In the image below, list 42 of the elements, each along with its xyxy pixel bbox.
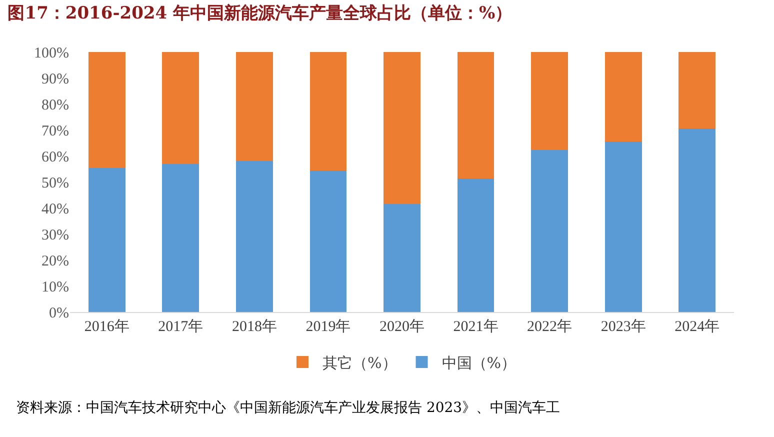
y-tick-label: 30% xyxy=(42,227,69,244)
x-tick-label: 2017年 xyxy=(158,318,204,335)
bar xyxy=(236,52,273,162)
bar xyxy=(88,52,126,168)
legend-label: 中国（%） xyxy=(442,354,516,372)
y-tick-label: 10% xyxy=(42,279,69,296)
bar xyxy=(236,161,273,312)
text: 资料来源：中国汽车技术研究中心《中国新能源汽车产业发展报告 2023》、中国汽车工 xyxy=(16,400,560,416)
bar xyxy=(384,52,420,204)
x-tick-label: 2016年 xyxy=(84,318,130,335)
bar xyxy=(678,128,716,312)
bar xyxy=(604,52,642,142)
bar xyxy=(88,168,126,312)
x-tick-label: 2022年 xyxy=(527,318,572,335)
bar xyxy=(162,52,200,164)
y-tick-label: 60% xyxy=(42,149,69,166)
x-tick-label: 2021年 xyxy=(453,318,498,335)
bar xyxy=(531,150,568,312)
y-tick-label: 20% xyxy=(42,253,69,270)
y-tick-label: 70% xyxy=(42,123,69,140)
y-tick-label: 40% xyxy=(42,201,69,218)
y-tick-label: 90% xyxy=(42,71,69,88)
x-tick-label: 2018年 xyxy=(232,318,277,335)
bar xyxy=(457,178,494,312)
bar xyxy=(531,52,568,150)
chart-title: 图17：2016-2024 年中国新能源汽车产量全球占比（单位：%） xyxy=(8,3,512,24)
bar xyxy=(384,204,420,312)
y-tick-label: 80% xyxy=(42,97,69,114)
bar xyxy=(162,164,200,312)
bar xyxy=(310,170,347,312)
y-tick-label: 100% xyxy=(34,45,69,62)
y-tick-label: 0% xyxy=(49,305,69,322)
bar xyxy=(678,52,716,128)
bar xyxy=(604,142,642,312)
bar xyxy=(310,52,347,170)
x-tick-label: 2023年 xyxy=(600,318,646,335)
y-tick-label: 50% xyxy=(42,175,69,192)
x-tick-label: 2019年 xyxy=(306,318,351,335)
bar xyxy=(457,52,494,178)
x-tick-label: 2020年 xyxy=(380,318,424,335)
x-tick-label: 2024年 xyxy=(674,318,720,335)
legend-label: 其它（%） xyxy=(322,354,397,372)
